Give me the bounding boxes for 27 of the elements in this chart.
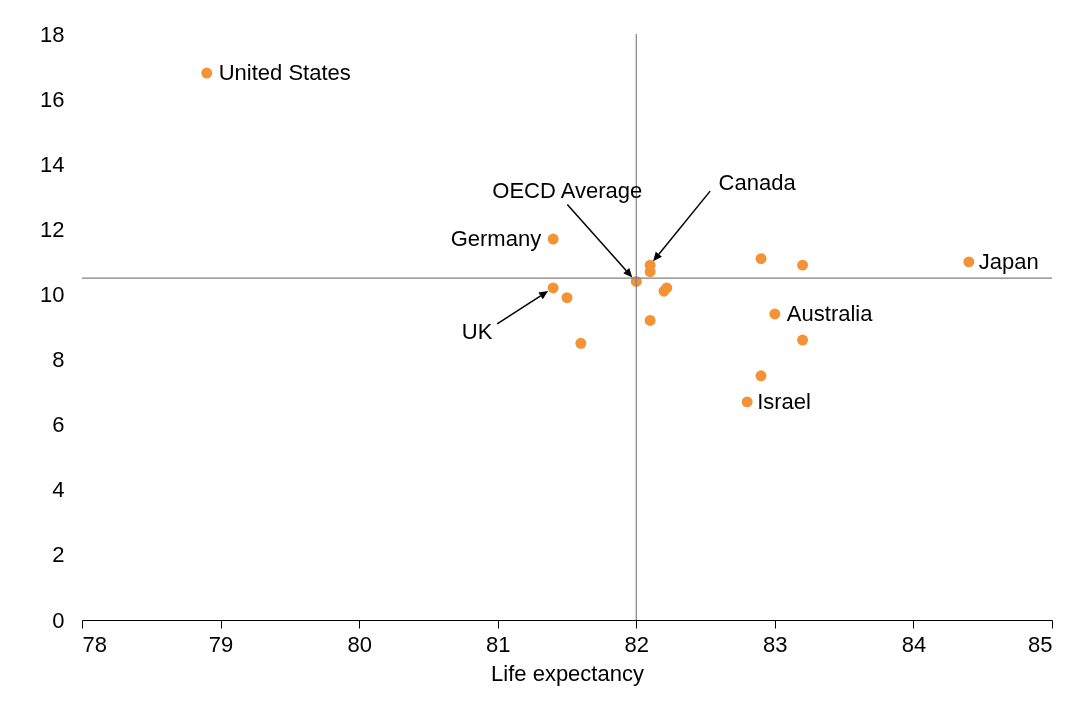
- x-tick-label: 82: [624, 631, 650, 657]
- y-tick-label: 6: [52, 412, 65, 438]
- x-tick-label: 79: [208, 631, 234, 657]
- annotation: OECD Average: [492, 178, 643, 204]
- annotation: United States: [218, 60, 351, 86]
- annotation: Japan: [978, 248, 1039, 274]
- x-tick-label: 84: [901, 631, 927, 657]
- y-tick-label: 16: [40, 86, 65, 112]
- x-axis-title: Life expectancy: [491, 660, 644, 686]
- y-tick-label: 4: [52, 477, 65, 503]
- y-tick-label: 8: [52, 347, 65, 373]
- x-tick-label: 80: [347, 631, 372, 657]
- annotation: UK: [461, 318, 493, 344]
- annotation: Australia: [786, 300, 874, 326]
- annotation: Israel: [757, 388, 811, 414]
- x-tick-label: 85: [1028, 631, 1053, 657]
- y-tick-label: 10: [40, 281, 65, 307]
- x-tick-label: 81: [485, 631, 511, 657]
- y-tick-label: 0: [52, 607, 65, 633]
- y-tick-label: 2: [52, 542, 65, 568]
- x-tick-label: 78: [82, 631, 107, 657]
- x-tick-label: 83: [763, 631, 788, 657]
- annotation: Canada: [718, 170, 797, 196]
- y-tick-label: 18: [40, 21, 65, 47]
- y-tick-label: 14: [40, 151, 65, 177]
- y-tick-label: 12: [40, 216, 65, 242]
- annotation: Germany: [450, 226, 542, 252]
